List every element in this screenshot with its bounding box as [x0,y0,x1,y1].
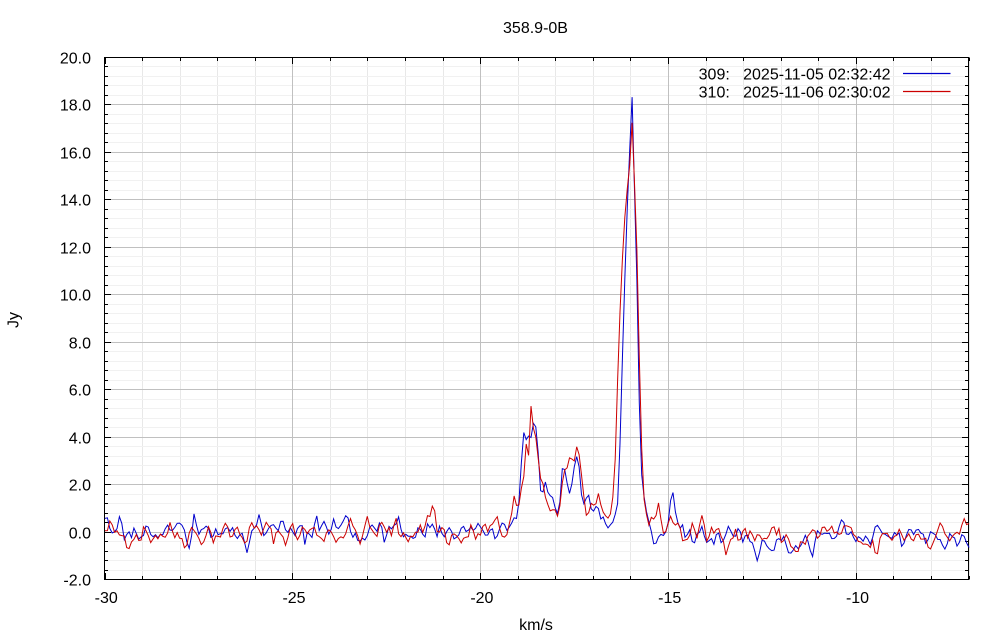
svg-text:8.0: 8.0 [69,336,91,353]
svg-text:-20: -20 [470,590,493,607]
svg-text:358.9-0B: 358.9-0B [503,20,568,37]
svg-text:0.0: 0.0 [69,526,91,543]
svg-text:4.0: 4.0 [69,431,91,448]
svg-text:14.0: 14.0 [60,193,91,210]
svg-text:-30: -30 [95,590,118,607]
svg-text:10.0: 10.0 [60,288,91,305]
svg-text:16.0: 16.0 [60,146,91,163]
svg-text:12.0: 12.0 [60,241,91,258]
svg-text:309: 2025-11-05 02:32:42: 309: 2025-11-05 02:32:42 [699,67,891,84]
svg-text:18.0: 18.0 [60,98,91,115]
svg-text:-15: -15 [658,590,681,607]
svg-text:-10: -10 [846,590,869,607]
svg-text:-2.0: -2.0 [63,573,91,590]
svg-text:2.0: 2.0 [69,478,91,495]
svg-text:Jy: Jy [6,312,23,328]
svg-text:-25: -25 [282,590,305,607]
svg-text:310: 2025-11-06 02:30:02: 310: 2025-11-06 02:30:02 [699,85,891,102]
svg-text:km/s: km/s [519,617,553,634]
svg-text:6.0: 6.0 [69,383,91,400]
svg-text:20.0: 20.0 [60,51,91,68]
